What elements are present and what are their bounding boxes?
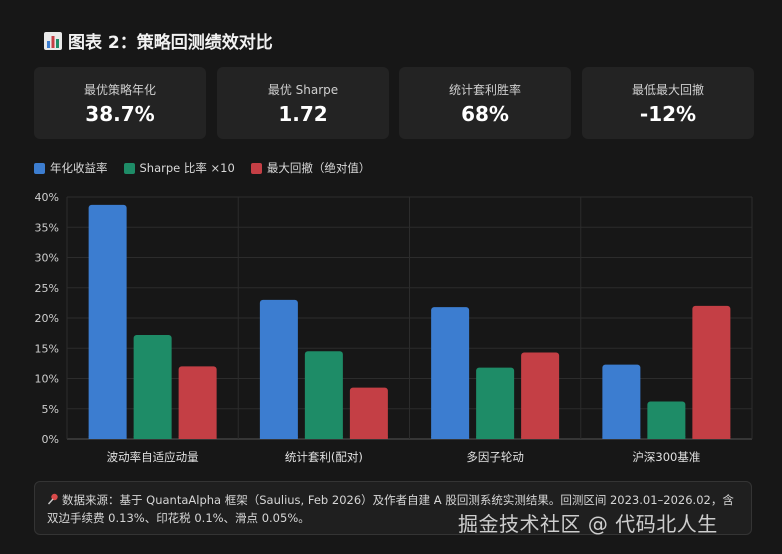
bar-base-0-0 [88, 436, 127, 439]
x-tick-label: 多因子轮动 [466, 450, 524, 464]
kpi-label: 统计套利胜率 [448, 83, 521, 97]
bar-base-2-1 [476, 436, 515, 439]
kpi-label: 最低最大回撤 [631, 83, 704, 97]
legend-label: 最大回撤（绝对值） [266, 161, 371, 175]
pushpin-icon [47, 493, 58, 505]
legend-swatch [123, 162, 135, 174]
bar-base-3-0 [602, 436, 641, 439]
y-tick-label: 35% [35, 221, 59, 234]
kpi-value: 68% [461, 102, 509, 126]
bar-0-0 [88, 204, 127, 439]
bar-1-1 [304, 351, 343, 439]
kpi-label: 最优策略年化 [83, 83, 156, 97]
legend-label: 年化收益率 [50, 161, 108, 175]
x-tick-label: 沪深300基准 [632, 450, 700, 464]
kpi-value: -12% [639, 102, 697, 126]
x-tick-label: 统计套利(配对) [285, 450, 363, 464]
bar-base-0-1 [133, 436, 172, 439]
bar-chart-icon [44, 31, 62, 50]
bar-base-0-2 [178, 436, 217, 439]
bar-3-1 [647, 401, 686, 439]
legend-label: Sharpe 比率 ×10 [139, 161, 235, 175]
bar-2-2 [521, 352, 560, 439]
kpi-card-best-annual: 最优策略年化 38.7% [34, 67, 206, 139]
bar-2-1 [476, 367, 515, 439]
watermark: 掘金技术社区 @ 代码北人生 [458, 512, 718, 536]
page-title-text: 图表 2：策略回测绩效对比 [68, 33, 273, 53]
x-tick-label: 波动率自适应动量 [107, 450, 199, 464]
y-tick-label: 15% [35, 342, 59, 355]
y-tick-label: 40% [35, 191, 59, 204]
bar-base-2-2 [521, 436, 560, 439]
kpi-label: 最优 Sharpe [267, 83, 339, 97]
kpi-cards: 最优策略年化 38.7% 最优 Sharpe 1.72 统计套利胜率 68% 最… [34, 67, 754, 139]
page-title: 图表 2：策略回测绩效对比 [44, 28, 273, 53]
bar-0-2 [178, 366, 217, 439]
bar-chart: 0% 5% 10% 15% 20% 25% 30% 35% 40% 波动率自适应动量 统计套利(配对… [35, 191, 753, 464]
kpi-card-min-drawdown: 最低最大回撤 -12% [582, 67, 754, 139]
source-note-text: 数据来源：基于 QuantaAlpha 框架（Saulius, Feb 2026… [47, 493, 734, 525]
bar-base-3-1 [647, 436, 686, 439]
bar-base-1-1 [304, 436, 343, 439]
bar-1-0 [259, 299, 298, 439]
y-tick-label: 0% [42, 433, 59, 446]
bar-base-1-2 [349, 436, 388, 439]
bar-base-3-2 [692, 436, 731, 439]
bar-base-1-0 [259, 436, 298, 439]
bar-3-0 [602, 364, 641, 439]
bar-2-0 [431, 307, 470, 439]
legend-swatch [34, 162, 45, 174]
bar-1-2 [349, 387, 388, 439]
kpi-card-win-rate: 统计套利胜率 68% [399, 67, 571, 139]
y-tick-label: 10% [35, 373, 59, 386]
legend-item-annual-return[interactable]: 年化收益率 [34, 160, 108, 176]
bar-base-2-0 [431, 436, 470, 439]
bar-3-2 [692, 305, 731, 439]
kpi-value: 1.72 [278, 102, 328, 126]
chart-legend: 年化收益率 Sharpe 比率 ×10 最大回撤（绝对值） [34, 160, 370, 176]
kpi-card-best-sharpe: 最优 Sharpe 1.72 [217, 67, 389, 139]
legend-item-sharpe[interactable]: Sharpe 比率 ×10 [123, 160, 235, 176]
y-tick-label: 25% [35, 282, 59, 295]
legend-swatch [250, 162, 262, 174]
y-tick-label: 20% [35, 312, 59, 325]
bar-0-1 [133, 334, 172, 439]
source-note: 数据来源：基于 QuantaAlpha 框架（Saulius, Feb 2026… [34, 481, 752, 535]
y-tick-label: 30% [35, 252, 59, 265]
kpi-value: 38.7% [85, 102, 155, 126]
y-tick-label: 5% [42, 403, 59, 416]
legend-item-max-drawdown[interactable]: 最大回撤（绝对值） [250, 160, 371, 176]
